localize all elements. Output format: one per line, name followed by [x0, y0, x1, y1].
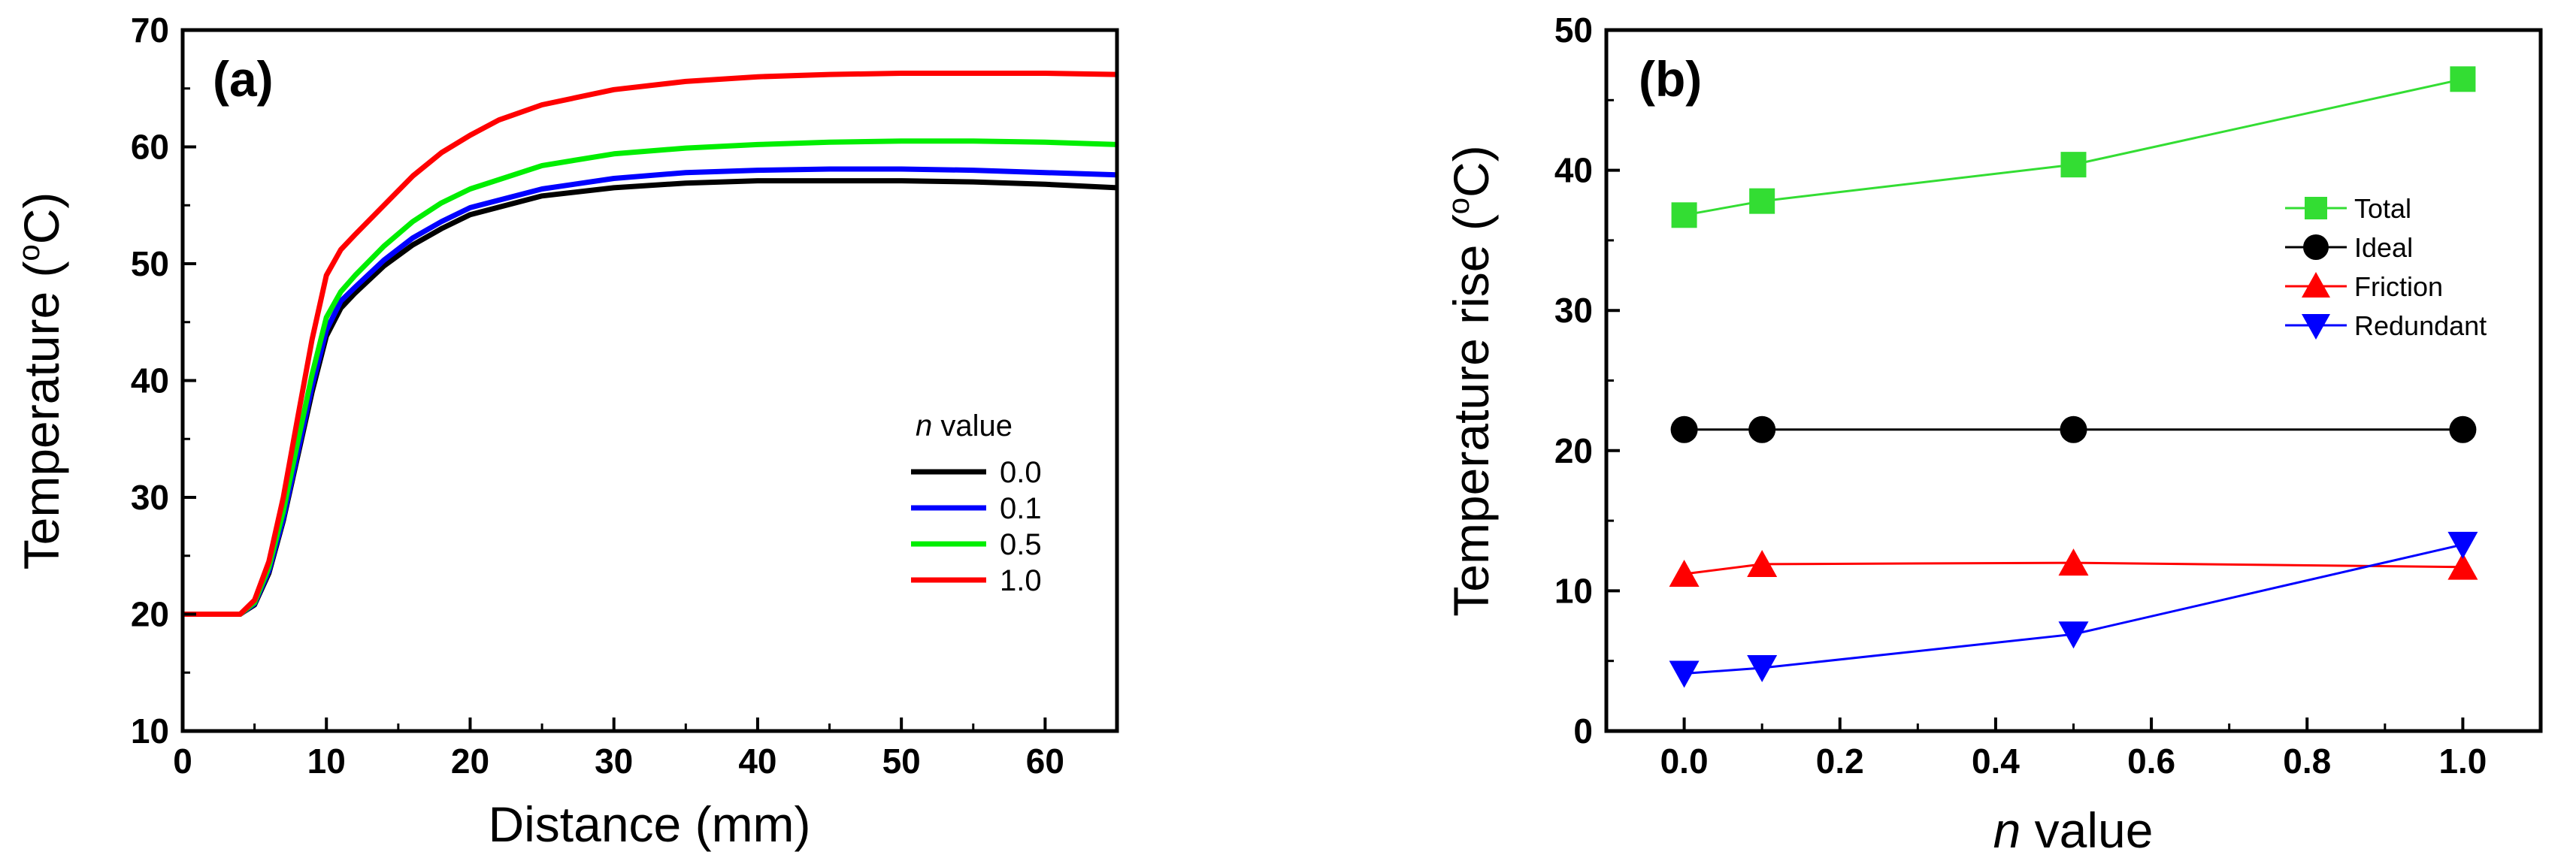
x-tick-label-b-0: 0.0 — [1660, 742, 1709, 781]
panel-b-legend: Total Ideal Friction Redundant — [2285, 193, 2487, 341]
y-tick-label-a-6: 70 — [131, 11, 169, 50]
legend-label-b-3: Redundant — [2354, 310, 2487, 341]
data-point-b-2-0 — [1669, 560, 1700, 588]
panel-b-plot-frame — [1604, 28, 2543, 733]
panel-b-series-lines — [1669, 66, 2478, 688]
series-line-b-2 — [1684, 561, 2463, 575]
data-point-b-1-0 — [1670, 415, 1698, 443]
panel-b-chart: 0.0 0.2 0.4 0.6 0.8 1.0 0 10 20 30 40 50 (b) n valu… — [1442, 11, 2543, 858]
series-line-a-3 — [183, 71, 1118, 617]
panel-a-plot-frame — [180, 28, 1119, 733]
panel-a-y-title-main: Temperature ( — [14, 261, 69, 570]
y-tick-label-a-2: 30 — [131, 478, 169, 517]
panel-a-legend: n value 0.0 0.1 0.5 1.0 — [911, 409, 1042, 597]
legend-label-a-3: 1.0 — [1000, 564, 1042, 597]
panel-b-y-axis-title: Temperature rise (oC) — [1442, 145, 1499, 616]
x-tick-label-a-5: 50 — [882, 742, 921, 781]
x-tick-label-b-4: 0.8 — [2283, 742, 2331, 781]
legend-entry-a-1: 0.1 — [911, 492, 1042, 525]
panel-a-y-title-end: C) — [14, 192, 69, 245]
data-point-b-0-0 — [1671, 202, 1697, 228]
y-tick-label-b-3: 30 — [1554, 291, 1593, 330]
data-point-b-1-3 — [2449, 415, 2477, 443]
panel-a-label: (a) — [213, 51, 274, 107]
panel-a-x-axis-title: Distance (mm) — [488, 796, 810, 852]
legend-label-b-2: Friction — [2354, 271, 2443, 302]
panel-b-axis-ticks: 0.0 0.2 0.4 0.6 0.8 1.0 0 10 20 30 40 50 — [1554, 11, 2542, 781]
legend-entry-b-3: Redundant — [2285, 310, 2487, 341]
x-tick-label-a-0: 0 — [173, 742, 192, 781]
panel-b-y-title-end: C) — [1443, 145, 1499, 198]
legend-label-a-0: 0.0 — [1000, 456, 1042, 489]
data-point-b-2-1 — [1747, 549, 1778, 577]
legend-entry-b-2: Friction — [2285, 271, 2443, 302]
legend-entry-b-0: Total — [2285, 193, 2411, 224]
data-point-b-1-1 — [1748, 415, 1776, 443]
legend-marker-b-0 — [2305, 197, 2327, 219]
panel-b-x-title-n: n — [1993, 802, 2021, 858]
legend-entry-a-2: 0.5 — [911, 528, 1042, 561]
data-point-b-3-0 — [1669, 660, 1700, 688]
y-tick-label-b-5: 50 — [1554, 11, 1593, 50]
x-tick-label-a-1: 10 — [307, 742, 346, 781]
legend-entry-a-3: 1.0 — [911, 564, 1042, 597]
y-tick-label-b-0: 0 — [1573, 711, 1593, 751]
data-point-b-0-1 — [1749, 188, 1775, 214]
x-tick-label-a-6: 60 — [1026, 742, 1064, 781]
x-tick-label-a-2: 20 — [451, 742, 489, 781]
data-point-b-3-2 — [2058, 621, 2089, 649]
data-point-b-2-2 — [2058, 548, 2089, 576]
y-tick-label-a-4: 50 — [131, 244, 169, 283]
panel-b-label: (b) — [1639, 51, 1702, 107]
legend-entry-a-0: 0.0 — [911, 456, 1042, 489]
series-line-a-0 — [183, 178, 1118, 617]
x-tick-label-b-3: 0.6 — [2127, 742, 2175, 781]
legend-label-b-1: Ideal — [2354, 232, 2413, 263]
legend-entry-b-1: Ideal — [2285, 232, 2413, 263]
data-point-b-0-2 — [2060, 152, 2087, 178]
panel-a-legend-title-rest: value — [932, 409, 1013, 443]
legend-marker-b-2 — [2302, 272, 2330, 298]
data-point-b-1-2 — [2060, 415, 2087, 443]
y-tick-label-b-1: 10 — [1554, 571, 1593, 610]
panel-a-series-lines — [183, 71, 1118, 617]
series-line-b-3 — [1684, 543, 2463, 675]
panel-b-x-title-rest: value — [2021, 802, 2153, 858]
y-tick-label-a-3: 40 — [131, 361, 169, 400]
panel-a-legend-title-n: n — [916, 409, 932, 443]
panel-a-legend-title: n value — [916, 409, 1013, 443]
y-tick-label-a-5: 60 — [131, 128, 169, 167]
y-tick-label-a-0: 10 — [131, 711, 169, 751]
panel-b-y-title-sup: o — [1442, 198, 1476, 214]
x-tick-label-b-5: 1.0 — [2438, 742, 2487, 781]
x-tick-label-b-1: 0.2 — [1816, 742, 1864, 781]
legend-label-b-0: Total — [2354, 193, 2411, 224]
series-line-b-0 — [1684, 77, 2463, 216]
x-tick-label-a-4: 40 — [738, 742, 776, 781]
y-tick-label-a-1: 20 — [131, 595, 169, 634]
legend-label-a-2: 0.5 — [1000, 528, 1042, 561]
x-tick-label-a-3: 30 — [595, 742, 633, 781]
series-line-a-1 — [183, 166, 1118, 617]
data-point-b-0-3 — [2450, 66, 2476, 92]
y-tick-label-b-4: 40 — [1554, 151, 1593, 190]
y-tick-label-b-2: 20 — [1554, 431, 1593, 470]
panel-b-y-title-main: Temperature rise ( — [1443, 214, 1499, 617]
data-point-b-3-3 — [2447, 531, 2478, 559]
data-point-b-2-3 — [2447, 552, 2478, 580]
legend-label-a-1: 0.1 — [1000, 492, 1042, 525]
data-point-b-3-1 — [1747, 655, 1778, 683]
panel-b-x-axis-title: n value — [1993, 802, 2154, 858]
legend-marker-b-3 — [2302, 314, 2330, 340]
panel-a-y-axis-title: Temperature (oC) — [13, 192, 69, 570]
legend-marker-b-1 — [2303, 234, 2329, 260]
x-tick-label-b-2: 0.4 — [1972, 742, 2020, 781]
panel-a-y-title-sup: o — [13, 244, 46, 261]
